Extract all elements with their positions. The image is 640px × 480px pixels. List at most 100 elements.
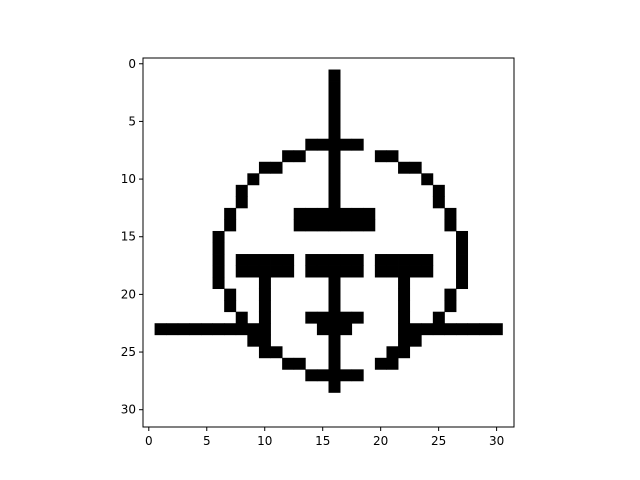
heatmap-cell bbox=[409, 323, 422, 336]
heatmap-cell bbox=[235, 311, 248, 324]
heatmap-cell bbox=[328, 196, 341, 209]
heatmap-cell bbox=[340, 323, 353, 336]
heatmap-cell bbox=[247, 334, 260, 347]
heatmap-cell bbox=[258, 161, 271, 174]
heatmap-cell bbox=[398, 334, 411, 347]
heatmap-cell bbox=[351, 219, 364, 232]
heatmap-cell bbox=[398, 254, 411, 266]
heatmap-cell bbox=[467, 323, 480, 336]
heatmap-cell bbox=[166, 323, 179, 336]
heatmap-cell bbox=[328, 207, 341, 220]
heatmap-cell bbox=[247, 254, 260, 266]
heatmap-cell bbox=[305, 265, 318, 278]
heatmap-cell bbox=[212, 277, 225, 290]
heatmap-cell bbox=[328, 115, 341, 128]
heatmap-cell bbox=[212, 230, 225, 243]
heatmap-cell bbox=[456, 277, 469, 290]
heatmap-cell bbox=[328, 277, 341, 290]
heatmap-cell bbox=[224, 207, 237, 220]
heatmap-cell bbox=[328, 369, 341, 382]
heatmap-cell bbox=[270, 254, 283, 266]
heatmap-cell bbox=[351, 138, 364, 151]
x-tick-label: 0 bbox=[145, 434, 153, 448]
heatmap-cell bbox=[282, 265, 295, 278]
heatmap-cell bbox=[200, 323, 213, 336]
heatmap-cell bbox=[247, 265, 260, 278]
heatmap-cell bbox=[409, 254, 422, 266]
heatmap-cell bbox=[363, 207, 376, 220]
heatmap-cell bbox=[340, 254, 353, 266]
heatmap-cell bbox=[456, 323, 469, 336]
heatmap-cell bbox=[270, 161, 283, 174]
heatmap-cell bbox=[398, 311, 411, 324]
heatmap-cell bbox=[328, 311, 341, 324]
y-tick-label: 0 bbox=[128, 57, 136, 71]
heatmap-cell bbox=[444, 219, 457, 232]
heatmap-cell bbox=[282, 357, 295, 370]
heatmap-cell bbox=[374, 150, 387, 163]
heatmap-cell bbox=[351, 369, 364, 382]
heatmap-cell bbox=[270, 346, 283, 359]
y-tick-label: 20 bbox=[121, 287, 136, 301]
heatmap-cell bbox=[421, 173, 434, 186]
heatmap-cell bbox=[258, 323, 271, 336]
y-tick-label: 10 bbox=[121, 172, 136, 186]
heatmap-cell bbox=[328, 300, 341, 313]
heatmap-cell bbox=[328, 254, 341, 266]
heatmap-cell bbox=[328, 173, 341, 186]
heatmap-cell bbox=[316, 369, 329, 382]
heatmap-cell bbox=[316, 265, 329, 278]
heatmap-cell bbox=[490, 323, 503, 336]
heatmap-cell bbox=[293, 150, 306, 163]
heatmap-cell bbox=[270, 265, 283, 278]
plot-frame bbox=[142, 57, 515, 428]
heatmap-cell bbox=[398, 346, 411, 359]
heatmap-cell bbox=[328, 184, 341, 197]
heatmap-cell bbox=[328, 357, 341, 370]
heatmap-cell bbox=[305, 369, 318, 382]
heatmap-cell bbox=[305, 311, 318, 324]
heatmap-cell bbox=[224, 323, 237, 336]
heatmap-cell bbox=[374, 357, 387, 370]
heatmap-cell bbox=[456, 230, 469, 243]
heatmap-cell bbox=[235, 184, 248, 197]
y-tick-label: 25 bbox=[121, 345, 136, 359]
heatmap-cell bbox=[328, 81, 341, 93]
heatmap-cell bbox=[293, 219, 306, 232]
heatmap-cell bbox=[258, 311, 271, 324]
heatmap-cell bbox=[258, 300, 271, 313]
heatmap-cell bbox=[398, 265, 411, 278]
heatmap-cell bbox=[247, 173, 260, 186]
y-tick-label: 15 bbox=[121, 230, 136, 244]
heatmap-cell bbox=[444, 323, 457, 336]
heatmap-cell bbox=[421, 265, 434, 278]
y-tick-label: 30 bbox=[121, 403, 136, 417]
heatmap-cell bbox=[398, 161, 411, 174]
heatmap-cell bbox=[282, 150, 295, 163]
heatmap-cell bbox=[374, 265, 387, 278]
heatmap-cell bbox=[340, 265, 353, 278]
heatmap-cell bbox=[351, 311, 364, 324]
heatmap-cell bbox=[456, 254, 469, 266]
heatmap-cell bbox=[409, 265, 422, 278]
heatmap-cell bbox=[328, 219, 341, 232]
heatmap-cell bbox=[305, 254, 318, 266]
heatmap-cell bbox=[154, 323, 167, 336]
x-tick-label: 25 bbox=[431, 434, 446, 448]
heatmap-cell bbox=[177, 323, 190, 336]
heatmap-cell bbox=[351, 265, 364, 278]
heatmap-cell bbox=[386, 357, 399, 370]
heatmap-cell bbox=[409, 334, 422, 347]
heatmap-cells bbox=[154, 69, 503, 393]
heatmap-cell bbox=[340, 207, 353, 220]
heatmap-cell bbox=[316, 254, 329, 266]
heatmap-cell bbox=[224, 288, 237, 301]
x-tick-label: 20 bbox=[373, 434, 388, 448]
heatmap-cell bbox=[432, 196, 445, 209]
heatmap-cell bbox=[386, 265, 399, 278]
heatmap-cell bbox=[444, 288, 457, 301]
heatmap-cell bbox=[328, 150, 341, 163]
heatmap-cell bbox=[409, 161, 422, 174]
x-tick-label: 5 bbox=[203, 434, 211, 448]
heatmap-cell bbox=[189, 323, 202, 336]
